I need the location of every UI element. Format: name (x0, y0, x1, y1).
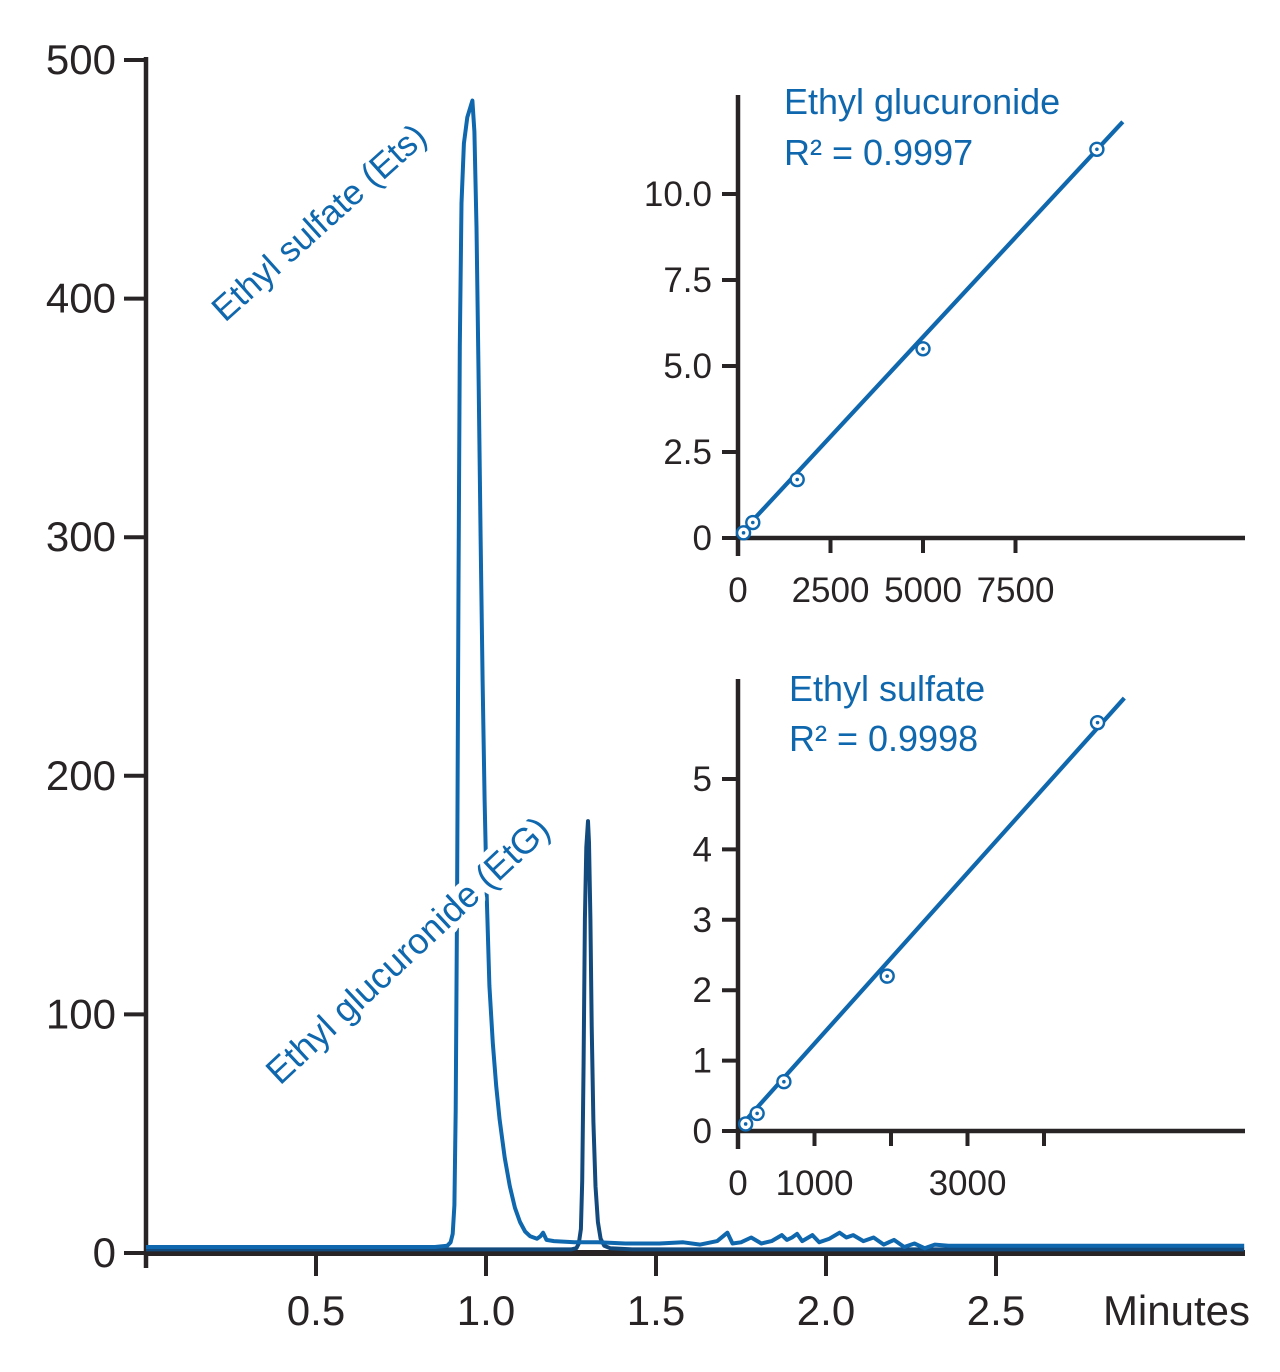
inset-y-tick-label: 5.0 (663, 347, 712, 386)
calibration-point-dot (921, 347, 925, 351)
inset-x-tick-label: 0 (728, 571, 747, 610)
inset-y-tick-label: 5 (693, 760, 712, 799)
etg-trace (146, 819, 1245, 1252)
inset-etg-calibration: 0 2.5 5.0 7.5 10.0 0 2500 5000 7500 (644, 95, 1245, 610)
inset-x-tick-label: 1000 (776, 1164, 854, 1203)
inset-ets-title: Ethyl sulfate (789, 668, 985, 709)
main-y-tick-label: 400 (46, 275, 116, 322)
calibration-point-dot (795, 477, 799, 482)
calibration-point-dot (743, 1122, 748, 1126)
main-x-tick-label: 1.0 (457, 1287, 515, 1334)
main-y-tick-label: 0 (93, 1229, 116, 1276)
inset-y-tick-label: 0 (693, 1112, 712, 1151)
inset-x-tick-label: 5000 (884, 571, 962, 610)
inset-x-tick-label: 0 (728, 1164, 747, 1203)
ets-peak-label: Ethyl sulfate (Ets) (204, 116, 434, 329)
calibration-fit-line (736, 696, 1126, 1131)
calibration-point-dot (741, 531, 746, 535)
inset-y-tick-label: 1 (693, 1042, 712, 1081)
main-x-tick-label: 2.0 (797, 1287, 855, 1334)
inset-x-tick-label: 7500 (977, 571, 1055, 610)
inset-y-tick-label: 4 (693, 830, 712, 869)
inset-ets-r2-label: R² = 0.9998 (789, 718, 978, 759)
inset-x-tick-label: 3000 (929, 1164, 1007, 1203)
inset-y-tick-label: 3 (693, 901, 712, 940)
inset-etg-r2-label: R² = 0.9997 (784, 132, 973, 173)
calibration-point-dot (782, 1079, 786, 1084)
inset-etg-title: Ethyl glucuronide (784, 81, 1060, 122)
inset-y-tick-label: 2 (693, 971, 712, 1010)
calibration-point-dot (1095, 147, 1099, 152)
x-axis-unit-label: Minutes (1103, 1287, 1250, 1334)
calibration-fit-line (736, 120, 1125, 538)
main-x-tick-label: 0.5 (287, 1287, 345, 1334)
ets-trace (146, 98, 1245, 1251)
calibration-point-dot (755, 1111, 759, 1116)
inset-y-tick-label: 7.5 (663, 261, 712, 300)
inset-x-tick-label: 2500 (792, 571, 870, 610)
inset-ets-calibration: 0 1 2 3 4 5 0 1000 3000 (693, 679, 1245, 1203)
main-x-tick-label: 1.5 (627, 1287, 685, 1334)
etg-peak-label: Ethyl glucuronide (EtG) (257, 808, 557, 1092)
calibration-point-dot (751, 520, 755, 525)
main-y-tick-label: 100 (46, 990, 116, 1037)
inset-y-tick-label: 0 (693, 519, 712, 558)
main-x-tick-label: 2.5 (967, 1287, 1025, 1334)
chromatogram-traces (146, 98, 1245, 1252)
main-y-tick-label: 500 (46, 36, 116, 83)
calibration-point-dot (1095, 720, 1100, 725)
inset-y-tick-label: 10.0 (644, 175, 712, 214)
main-y-tick-label: 300 (46, 513, 116, 560)
inset-y-tick-label: 2.5 (663, 433, 712, 472)
main-y-tick-label: 200 (46, 752, 116, 799)
calibration-point-dot (885, 974, 889, 978)
